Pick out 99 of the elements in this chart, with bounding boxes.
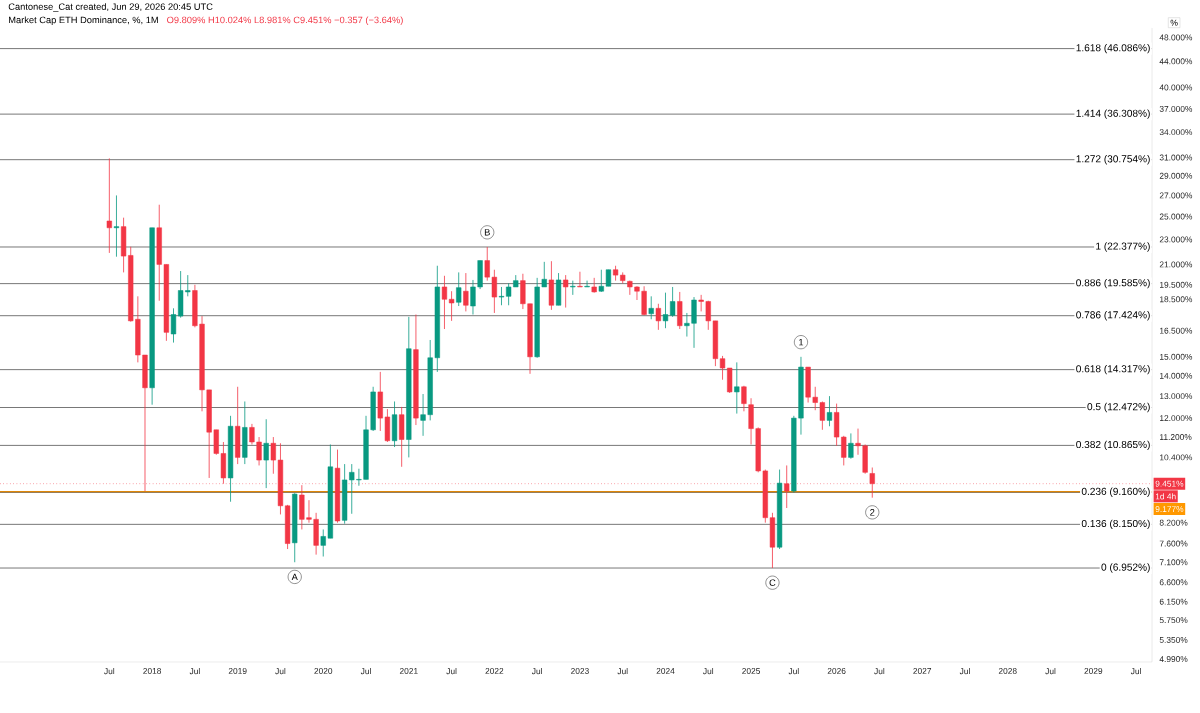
y-tick-label: 7.100% (1159, 559, 1188, 566)
ref-line-label: 0.886 (19.585%) (1076, 278, 1150, 289)
x-tick-label: Jul (788, 668, 799, 675)
y-tick-label: 14.000% (1160, 372, 1193, 379)
x-tick-label: 2029 (1084, 668, 1103, 674)
candlestick (741, 385, 747, 412)
x-tick-label: Jul (189, 668, 200, 675)
y-tick-label: 34.000% (1159, 129, 1193, 136)
x-tick-label: Jul (275, 668, 286, 675)
candlestick (577, 271, 583, 288)
x-tick-label: Jul (874, 668, 885, 675)
candlestick (869, 467, 875, 499)
x-tick-label: 2024 (656, 668, 675, 674)
candlestick (784, 465, 790, 509)
candlestick (662, 292, 669, 329)
y-tick-label: 19.500% (1160, 281, 1193, 288)
ref-line-label: 0.618 (14.317%) (1076, 364, 1150, 375)
ref-line-label: 0.382 (10.865%) (1076, 440, 1150, 451)
x-tick-label: 2020 (314, 668, 333, 674)
x-tick-label: Jul (1045, 668, 1056, 675)
text: 1d 4h (1155, 493, 1176, 500)
x-tick-label: Jul (959, 668, 970, 675)
y-tick-label: 23.000% (1159, 236, 1193, 243)
x-tick-label: Jul (104, 668, 115, 675)
y-tick-label: 13.000% (1160, 393, 1193, 400)
y-tick-label: 29.000% (1159, 172, 1193, 179)
x-tick-label: Jul (703, 668, 714, 675)
x-tick-label: 2019 (228, 668, 247, 674)
x-tick-label: Jul (531, 668, 542, 675)
y-tick-label: 5.350% (1159, 636, 1188, 643)
candlestick (106, 158, 112, 254)
chart-title: Market Cap ETH Dominance, %, 1M (9, 16, 158, 26)
candlestick (448, 290, 455, 322)
x-tick-label: 2018 (143, 668, 162, 674)
y-tick-label: 44.000% (1159, 58, 1193, 65)
ref-line-label: 1.272 (30.754%) (1076, 154, 1150, 165)
chart-subtitle: O9.809% H10.024% L8.981% C9.451% −0.357 (−3.64%) (167, 16, 403, 26)
y-tick-label: 40.000% (1159, 84, 1193, 91)
y-tick-label: 11.200% (1160, 434, 1192, 441)
y-tick-label: 6.600% (1159, 579, 1188, 586)
annotation: A (291, 573, 298, 581)
y-tick-label: 48.000% (1159, 34, 1193, 41)
candlestick (563, 274, 569, 308)
y-tick-label: 21.000% (1159, 261, 1193, 268)
x-tick-label: Jul (360, 668, 371, 675)
candlestick (456, 272, 462, 307)
candlestick (441, 275, 448, 330)
ref-line-label: 1.414 (36.308%) (1076, 109, 1150, 119)
text: Cantonese_Cat created, Jun 29, 2026 20:45 UTC (8, 3, 213, 12)
candlestick (648, 295, 654, 320)
x-tick-label: 2028 (998, 668, 1017, 674)
candlestick (463, 272, 469, 312)
y-tick-label: 6.150% (1159, 598, 1188, 605)
x-tick-label: 2022 (485, 668, 504, 674)
candlestick (826, 395, 833, 427)
x-tick-label: 2027 (913, 668, 932, 674)
y-tick-label: 5.750% (1159, 617, 1188, 624)
y-tick-label: 37.000% (1159, 105, 1193, 112)
annotation: C (769, 579, 776, 586)
x-tick-label: 2023 (571, 668, 589, 674)
ref-line-label: 9.177% (1155, 506, 1184, 512)
x-tick-label: Jul (617, 668, 628, 675)
y-tick-label: 4.990% (1159, 656, 1188, 663)
ref-line-label: 0.236 (9.160%) (1081, 487, 1150, 497)
candlestick (263, 418, 269, 489)
y-tick-label: 25.000% (1159, 213, 1193, 220)
candlestick (498, 286, 505, 306)
y-tick-label: 18.500% (1160, 296, 1193, 303)
candlestick (584, 280, 590, 288)
ref-line-label: 1.618 (46.086%) (1076, 43, 1150, 54)
ref-line-label: 1 (22.377%) (1096, 242, 1150, 252)
annotation: B (484, 229, 490, 236)
candlestick (670, 286, 676, 318)
x-tick-label: Jul (1130, 668, 1141, 675)
y-tick-label: 27.000% (1159, 192, 1193, 199)
candlestick (570, 280, 576, 296)
candlestick (655, 303, 661, 331)
x-tick-label: 2021 (399, 668, 418, 674)
y-tick-label: 16.500% (1160, 327, 1193, 334)
ref-line-label: 0.136 (8.150%) (1081, 519, 1150, 530)
ref-line-label: 0.786 (17.424%) (1076, 311, 1150, 321)
x-tick-label: 2026 (827, 668, 846, 674)
annotation: 1 (799, 338, 804, 346)
ref-line-label: 0 (6.952%) (1101, 563, 1150, 573)
candlestick (113, 195, 120, 258)
x-tick-label: Jul (446, 668, 457, 675)
y-tick-label: 8.200% (1159, 519, 1188, 526)
annotation: 2 (870, 509, 875, 516)
candlestick (734, 361, 740, 414)
ref-line-label: 0.5 (12.472%) (1087, 402, 1150, 413)
y-tick-label: 31.000% (1159, 154, 1193, 161)
y-tick-label: 10.400% (1160, 454, 1193, 461)
y-tick-label: 15.000% (1160, 353, 1193, 360)
y-tick-label: 12.000% (1160, 415, 1193, 422)
x-tick-label: 2025 (742, 668, 761, 674)
y-tick-label: 7.600% (1159, 540, 1188, 547)
y-axis-title: % (1170, 19, 1178, 26)
candlestick (848, 433, 854, 460)
ref-line-label: 9.451% (1155, 480, 1184, 487)
